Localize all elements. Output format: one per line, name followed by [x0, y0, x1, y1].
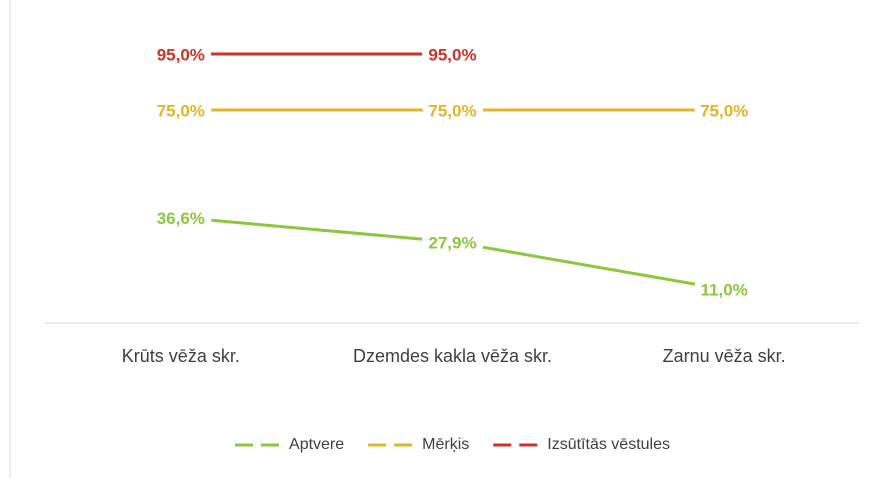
legend: Aptvere Mērķis Izsūtītās vēstules — [235, 436, 670, 453]
data-label: 75,0% — [428, 101, 476, 120]
data-label: 75,0% — [700, 101, 748, 120]
x-tick-label: Dzemdes kakla vēža skr. — [353, 346, 552, 366]
data-label: 11,0% — [701, 281, 748, 300]
legend-label: Mērķis — [422, 436, 469, 453]
x-tick-label: Zarnu vēža skr. — [663, 346, 786, 366]
data-label: 95,0% — [157, 45, 205, 64]
series-line — [180, 216, 725, 291]
legend-label: Izsūtītās vēstules — [547, 436, 670, 453]
data-label: 27,9% — [428, 233, 476, 252]
x-tick-label: Krūts vēža skr. — [122, 346, 240, 366]
data-label: 95,0% — [428, 45, 476, 64]
data-label: 75,0% — [157, 101, 205, 120]
legend-label: Aptvere — [289, 436, 344, 453]
data-label: 36,6% — [157, 209, 205, 228]
